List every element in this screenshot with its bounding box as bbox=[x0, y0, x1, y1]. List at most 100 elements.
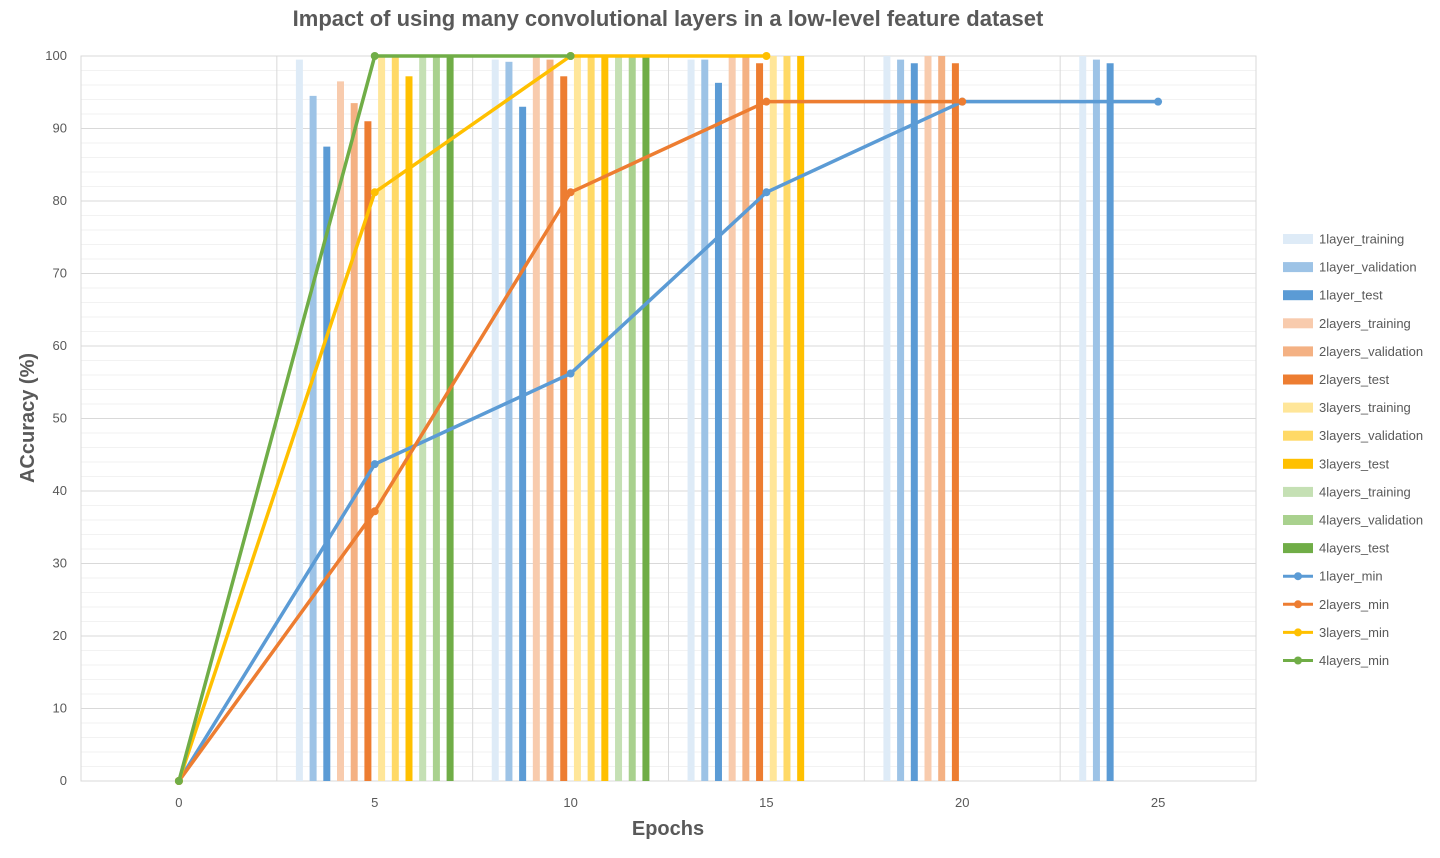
bar bbox=[642, 56, 650, 781]
bar bbox=[1092, 59, 1100, 781]
legend-marker bbox=[1294, 656, 1302, 665]
data-point bbox=[762, 52, 771, 60]
bar bbox=[391, 56, 399, 781]
series-line bbox=[177, 54, 769, 783]
data-point bbox=[370, 52, 379, 60]
legend-label: 4layers_min bbox=[1319, 653, 1389, 668]
legend-label: 1layer_test bbox=[1319, 288, 1383, 303]
y-axis-title: ACcuracy (%) bbox=[17, 353, 39, 483]
data-point bbox=[566, 188, 575, 197]
legend-label: 1layer_validation bbox=[1319, 260, 1417, 275]
legend-label: 1layer_min bbox=[1319, 569, 1383, 584]
x-tick-label: 25 bbox=[1151, 795, 1165, 810]
bar bbox=[446, 56, 454, 781]
legend-swatch bbox=[1283, 234, 1313, 244]
x-tick-label: 15 bbox=[759, 795, 773, 810]
y-tick-label: 30 bbox=[53, 556, 67, 571]
legend-swatch bbox=[1283, 543, 1313, 554]
bar bbox=[769, 56, 777, 781]
bar bbox=[587, 56, 595, 781]
chart-title: Impact of using many convolutional layer… bbox=[293, 6, 1044, 31]
bar bbox=[532, 56, 540, 781]
bar bbox=[350, 103, 358, 781]
bar bbox=[687, 59, 695, 781]
bar bbox=[951, 63, 959, 781]
data-point bbox=[1154, 97, 1163, 106]
x-tick-label: 20 bbox=[955, 795, 969, 810]
bar bbox=[628, 56, 636, 781]
bar bbox=[615, 56, 623, 781]
data-point bbox=[762, 188, 771, 197]
bar bbox=[910, 63, 918, 781]
bar bbox=[378, 56, 386, 781]
bar bbox=[783, 56, 791, 781]
bar bbox=[728, 56, 736, 781]
legend-swatch bbox=[1283, 486, 1313, 497]
bar bbox=[742, 56, 750, 781]
legend: 1layer_training 1layer_validation 1layer_t… bbox=[1283, 232, 1423, 668]
legend-marker bbox=[1294, 628, 1302, 637]
legend-label: 4layers_training bbox=[1319, 484, 1411, 499]
bar bbox=[601, 56, 609, 781]
legend-label: 3layers_test bbox=[1319, 456, 1389, 471]
bar bbox=[883, 56, 891, 781]
bar bbox=[1106, 63, 1114, 781]
data-point bbox=[762, 97, 771, 106]
bar bbox=[797, 56, 805, 781]
x-tick-label: 5 bbox=[371, 795, 378, 810]
data-point bbox=[370, 507, 379, 516]
legend-label: 2layers_training bbox=[1319, 316, 1411, 331]
data-point bbox=[174, 777, 183, 785]
y-tick-label: 50 bbox=[53, 411, 67, 426]
y-tick-label: 60 bbox=[53, 338, 67, 353]
x-tick-label: 10 bbox=[563, 795, 577, 810]
legend-label: 2layers_min bbox=[1319, 597, 1389, 612]
data-point bbox=[370, 188, 379, 197]
bar bbox=[938, 56, 946, 781]
bar bbox=[505, 61, 513, 782]
series-line bbox=[177, 99, 1160, 783]
legend-label: 2layers_validation bbox=[1319, 344, 1423, 359]
legend-label: 1layer_training bbox=[1319, 232, 1404, 247]
legend-swatch bbox=[1283, 346, 1313, 357]
legend-label: 4layers_test bbox=[1319, 541, 1389, 556]
legend-swatch bbox=[1283, 374, 1313, 385]
y-tick-label: 100 bbox=[45, 48, 67, 63]
data-point bbox=[566, 52, 575, 60]
bar bbox=[323, 146, 331, 781]
x-axis-title: Epochs bbox=[632, 818, 704, 840]
legend-swatch bbox=[1283, 458, 1313, 469]
legend-swatch bbox=[1283, 318, 1313, 329]
data-point bbox=[958, 97, 967, 106]
bar bbox=[560, 76, 568, 782]
legend-swatch bbox=[1283, 262, 1313, 273]
bar bbox=[924, 56, 932, 781]
legend-marker bbox=[1294, 600, 1302, 609]
bar bbox=[337, 81, 344, 781]
legend-swatch bbox=[1283, 430, 1313, 441]
bar bbox=[309, 95, 317, 781]
legend-label: 2layers_test bbox=[1319, 372, 1389, 387]
legend-label: 3layers_min bbox=[1319, 625, 1389, 640]
lines bbox=[174, 52, 1163, 785]
bar bbox=[714, 82, 722, 781]
bar bbox=[405, 76, 413, 782]
bar bbox=[756, 63, 764, 781]
y-tick-label: 80 bbox=[53, 193, 67, 208]
y-tick-label: 20 bbox=[53, 628, 67, 643]
legend-label: 3layers_validation bbox=[1319, 428, 1423, 443]
bar bbox=[701, 59, 709, 781]
bar bbox=[897, 59, 905, 781]
data-point bbox=[566, 369, 575, 378]
bar bbox=[364, 121, 372, 781]
bar bbox=[491, 59, 499, 781]
y-tick-label: 70 bbox=[53, 266, 67, 281]
y-tick-label: 40 bbox=[53, 483, 67, 498]
data-point bbox=[370, 460, 379, 469]
legend-label: 4layers_validation bbox=[1319, 513, 1423, 528]
legend-swatch bbox=[1283, 402, 1313, 413]
y-tick-label: 0 bbox=[60, 773, 67, 788]
bar bbox=[432, 56, 440, 781]
y-tick-label: 90 bbox=[53, 121, 67, 136]
